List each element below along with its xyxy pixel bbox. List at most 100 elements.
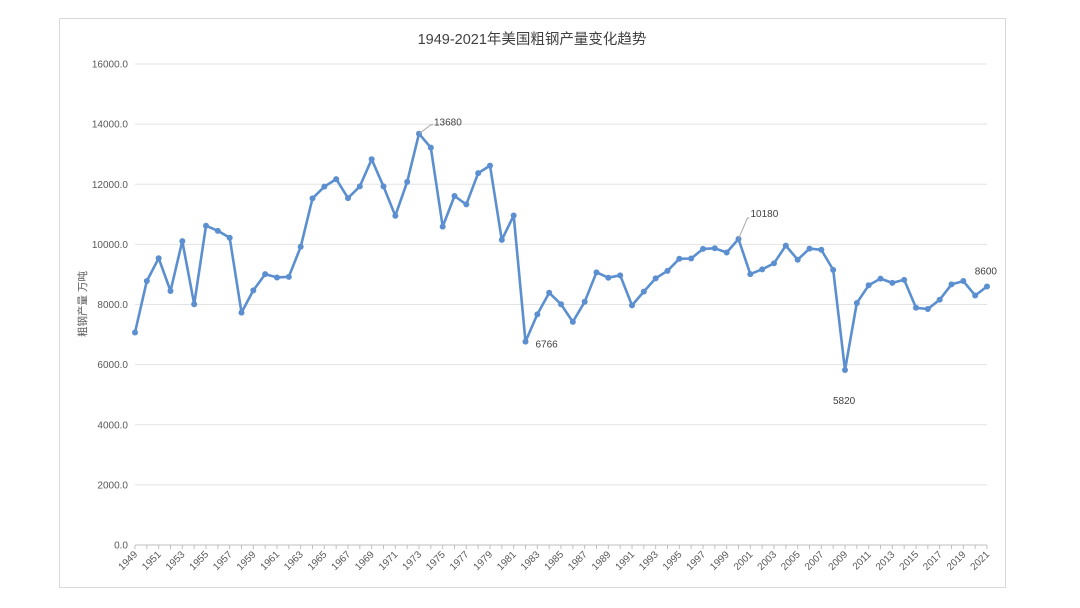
- data-label: 8600: [975, 266, 998, 277]
- x-tick-labels: 1949 1951 1953 1955 1957 1959 1961 1963 1965 1967…: [117, 549, 993, 573]
- x-tick-label: 1957: [211, 549, 235, 573]
- data-point: [143, 278, 150, 285]
- x-tick-label: 1989: [590, 549, 614, 573]
- y-tick-label: 16000.0: [92, 60, 129, 71]
- x-axis: [134, 545, 988, 549]
- x-tick-label: 1969: [353, 549, 377, 573]
- data-point: [913, 304, 919, 311]
- x-tick-label: 1999: [708, 549, 732, 573]
- data-point: [629, 302, 635, 309]
- data-point: [688, 255, 695, 262]
- data-point: [664, 267, 671, 274]
- x-tick-label: 1987: [566, 549, 590, 573]
- data-point: [546, 289, 553, 296]
- data-point: [794, 256, 801, 263]
- data-point: [782, 242, 789, 249]
- data-point: [593, 269, 600, 276]
- x-tick-label: 1981: [495, 549, 519, 573]
- data-point: [842, 367, 848, 374]
- data-point: [581, 298, 588, 305]
- x-tick-label: 1967: [330, 549, 354, 573]
- x-tick-label: 1951: [140, 549, 164, 573]
- data-point: [498, 236, 505, 243]
- data-point: [226, 234, 233, 241]
- data-point: [475, 170, 482, 177]
- x-tick-label: 1973: [401, 549, 425, 573]
- x-tick-label: 1955: [188, 549, 212, 573]
- x-tick-label: 2021: [969, 549, 993, 573]
- data-label: 5820: [833, 396, 856, 407]
- data-point: [700, 245, 706, 252]
- y-tick-label: 0.0: [114, 541, 128, 552]
- data-point: [250, 287, 257, 294]
- data-point: [522, 338, 529, 345]
- data-point: [427, 144, 434, 151]
- data-point: [534, 311, 541, 318]
- data-point: [333, 176, 340, 183]
- x-tick-label: 2017: [921, 549, 945, 573]
- data-point: [321, 183, 328, 190]
- data-point: [203, 222, 209, 229]
- data-point: [747, 271, 754, 278]
- data-point: [759, 266, 766, 273]
- data-annotations: 13680 6766 10180 5820 8600: [418, 118, 998, 407]
- data-point: [865, 282, 872, 289]
- data-point: [179, 238, 186, 245]
- data-point: [380, 183, 387, 190]
- x-tick-label: 1997: [685, 549, 709, 573]
- x-tick-label: 1977: [448, 549, 472, 573]
- data-point: [830, 266, 837, 273]
- chart-title: 1949-2021年美国粗钢产量变化趋势: [418, 31, 647, 48]
- data-point: [451, 192, 458, 199]
- data-point: [356, 183, 363, 190]
- data-line: [133, 132, 988, 372]
- x-tick-label: 1975: [424, 549, 448, 573]
- data-point: [558, 301, 564, 308]
- data-point: [771, 260, 777, 267]
- data-point: [984, 283, 990, 290]
- data-point: [960, 278, 967, 285]
- data-point: [345, 195, 351, 202]
- x-tick-label: 1991: [614, 549, 638, 573]
- data-point: [924, 306, 931, 313]
- data-point: [214, 227, 221, 234]
- x-tick-label: 1959: [235, 549, 259, 573]
- data-point: [948, 281, 955, 288]
- data-point: [617, 272, 624, 279]
- data-point: [439, 223, 446, 230]
- data-point: [191, 301, 198, 308]
- x-tick-label: 2003: [756, 549, 780, 573]
- data-point: [877, 275, 884, 282]
- data-point: [297, 243, 304, 250]
- data-point: [167, 287, 174, 294]
- y-tick-label: 6000.0: [97, 360, 128, 371]
- data-point: [936, 296, 943, 303]
- x-tick-label: 1995: [661, 549, 685, 573]
- x-tick-label: 1979: [472, 549, 496, 573]
- data-point: [652, 275, 659, 282]
- x-tick-label: 2013: [874, 549, 898, 573]
- data-point: [155, 255, 162, 262]
- data-point: [711, 245, 718, 252]
- data-point: [285, 273, 292, 280]
- x-tick-label: 2019: [945, 549, 969, 573]
- y-axis-label: 粗钢产量 万吨: [76, 271, 89, 337]
- data-point: [640, 288, 647, 295]
- x-tick-label: 1963: [282, 549, 306, 573]
- x-tick-label: 1961: [259, 549, 283, 573]
- y-tick-label: 8000.0: [97, 300, 128, 311]
- data-point: [676, 255, 683, 262]
- data-point: [818, 246, 825, 253]
- x-tick-label: 1983: [519, 549, 543, 573]
- series-points: [132, 130, 990, 374]
- data-point: [806, 245, 813, 252]
- x-tick-label: 1993: [637, 549, 661, 573]
- data-point: [889, 279, 896, 286]
- data-point: [274, 274, 280, 281]
- y-tick-label: 4000.0: [97, 420, 128, 431]
- x-tick-label: 2001: [732, 549, 756, 573]
- data-point: [901, 276, 908, 283]
- data-label: 10180: [751, 209, 779, 220]
- chart-frame: [59, 18, 1006, 588]
